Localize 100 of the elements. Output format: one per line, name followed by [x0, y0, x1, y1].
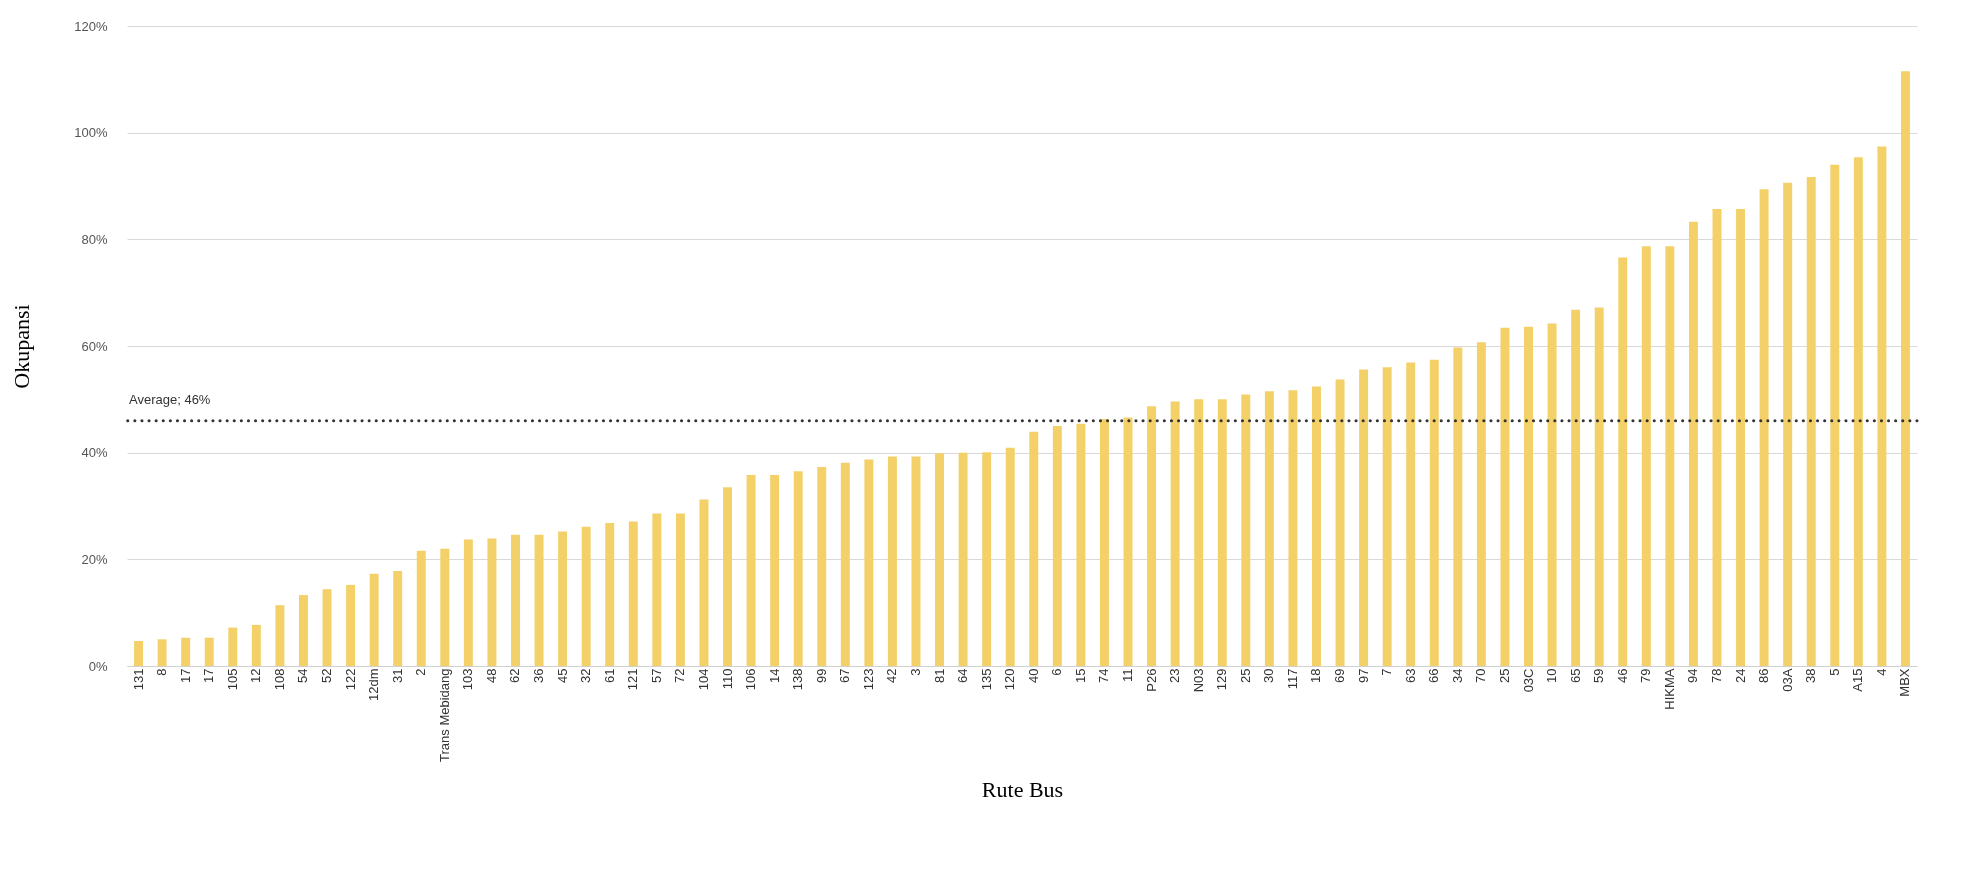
- x-tick-label: 59: [1591, 668, 1607, 683]
- bar: [1877, 146, 1887, 666]
- x-tick-label: 7: [1379, 668, 1395, 676]
- bar: [487, 538, 497, 666]
- bar: [1736, 208, 1746, 666]
- bar: [1830, 164, 1840, 666]
- x-tick-label: P26: [1143, 668, 1159, 692]
- x-tick-label: 5: [1826, 668, 1842, 676]
- x-tick-label: 69: [1332, 668, 1348, 683]
- x-tick-label: 72: [672, 668, 688, 683]
- bar: [1382, 367, 1392, 666]
- x-tick-label: 24: [1732, 668, 1748, 683]
- bar: [652, 513, 662, 666]
- x-tick-label: 57: [648, 668, 664, 683]
- bar: [1524, 326, 1533, 666]
- x-tick-label: 117: [1284, 668, 1300, 690]
- bar: [864, 459, 874, 666]
- x-tick-label: 30: [1261, 668, 1277, 683]
- x-tick-label: 66: [1426, 668, 1442, 683]
- x-tick-label: 25: [1237, 668, 1253, 683]
- bar: [1453, 347, 1463, 666]
- x-tick-label: 81: [931, 668, 947, 683]
- bar: [1099, 419, 1109, 666]
- bar: [1029, 431, 1039, 666]
- x-tick-label: 03A: [1779, 668, 1795, 692]
- bar: [369, 573, 379, 666]
- bar: [1359, 369, 1369, 666]
- x-tick-label: 64: [955, 668, 971, 683]
- bar: [793, 471, 803, 666]
- y-tick-label: 120%: [74, 18, 108, 34]
- x-tick-label: 15: [1072, 668, 1088, 683]
- bar: [1076, 423, 1086, 666]
- x-tick-label: 40: [1025, 668, 1041, 683]
- x-tick-label: 18: [1308, 668, 1324, 683]
- y-tick-label: 60%: [81, 338, 108, 354]
- x-tick-label: 120: [1002, 668, 1018, 691]
- x-tick-label: N03: [1190, 668, 1206, 693]
- bar: [1641, 246, 1651, 666]
- y-axis-title: Okupansi: [9, 304, 35, 389]
- bar: [746, 475, 756, 666]
- bar: [275, 605, 285, 666]
- x-tick-label: 17: [177, 668, 193, 683]
- bar: [204, 637, 214, 666]
- bar: [675, 513, 685, 666]
- y-tick-label: 0%: [88, 658, 108, 674]
- bar: [534, 534, 544, 666]
- bar: [887, 456, 897, 666]
- x-tick-label: 3: [907, 668, 923, 676]
- x-tick-label: 135: [978, 668, 994, 691]
- x-tick-label: 106: [743, 668, 759, 691]
- x-tick-label: 122: [342, 668, 358, 691]
- x-tick-label: 42: [884, 668, 900, 683]
- bar: [1500, 327, 1510, 666]
- x-tick-label: 03C: [1520, 668, 1536, 693]
- x-tick-label: HIKMA: [1661, 668, 1677, 710]
- x-tick-label: 108: [271, 668, 287, 691]
- x-tick-label: MBX: [1897, 668, 1913, 697]
- x-tick-label: 61: [601, 668, 617, 683]
- bar: [1005, 447, 1015, 666]
- bar: [1170, 401, 1180, 666]
- x-tick-label: 38: [1803, 668, 1819, 683]
- bar: [1853, 157, 1863, 666]
- bar: [228, 627, 238, 666]
- x-tick-label: 23: [1167, 668, 1183, 683]
- bar: [1288, 390, 1298, 666]
- x-tick-label: 10: [1544, 668, 1560, 683]
- x-tick-label: 78: [1708, 668, 1724, 683]
- x-tick-label: A15: [1850, 668, 1866, 692]
- x-tick-label: 65: [1567, 668, 1583, 683]
- x-tick-label: 17: [201, 668, 217, 683]
- y-tick-label: 100%: [74, 125, 108, 141]
- x-tick-label: 104: [695, 668, 711, 691]
- bar: [1335, 379, 1345, 666]
- x-tick-label: 123: [860, 668, 876, 691]
- bar: [440, 548, 450, 666]
- y-tick-label: 20%: [81, 551, 108, 567]
- bar: [346, 584, 356, 666]
- x-tick-label: 86: [1756, 668, 1772, 683]
- x-tick-label: 45: [554, 668, 570, 683]
- x-tick-label: 14: [766, 668, 782, 683]
- bar: [1217, 399, 1227, 666]
- bar: [935, 453, 945, 666]
- x-tick-label: 32: [578, 668, 594, 683]
- bar: [840, 462, 850, 666]
- bar: [463, 539, 473, 666]
- bar: [1476, 342, 1486, 666]
- bar: [723, 487, 732, 666]
- bar: [558, 531, 568, 666]
- bar: [1547, 323, 1557, 666]
- bar: [1312, 386, 1321, 666]
- x-tick-label: 70: [1473, 668, 1489, 683]
- bar: [1900, 71, 1910, 666]
- bar: [1147, 406, 1157, 666]
- bar: [911, 456, 921, 666]
- bar: [982, 452, 992, 666]
- bar: [1241, 394, 1251, 666]
- x-tick-label: 103: [460, 668, 476, 691]
- bar: [134, 640, 144, 666]
- x-tick-label: 63: [1402, 668, 1418, 683]
- x-tick-label: 74: [1096, 668, 1112, 683]
